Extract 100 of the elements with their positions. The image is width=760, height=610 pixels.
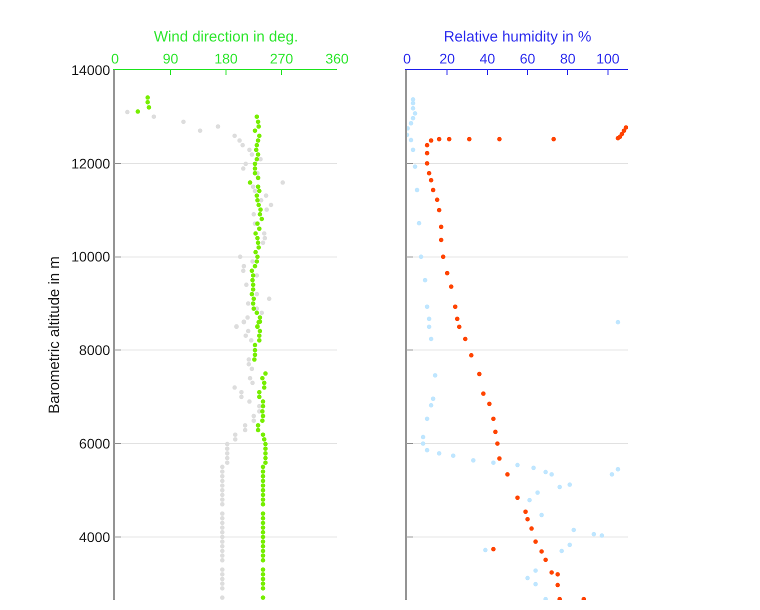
point bbox=[416, 220, 422, 226]
point bbox=[582, 596, 586, 600]
x-tick-label: 60 bbox=[520, 50, 536, 66]
point bbox=[525, 516, 530, 522]
point bbox=[467, 136, 472, 142]
point bbox=[424, 448, 430, 452]
point bbox=[567, 482, 572, 487]
point bbox=[410, 100, 416, 106]
point bbox=[495, 441, 500, 446]
point bbox=[515, 462, 520, 468]
point bbox=[430, 396, 436, 401]
point bbox=[493, 430, 498, 434]
point bbox=[418, 254, 424, 260]
point bbox=[539, 549, 544, 554]
x-tick-label: 80 bbox=[560, 50, 576, 66]
point bbox=[414, 188, 420, 192]
point bbox=[592, 532, 596, 536]
point bbox=[497, 136, 502, 142]
point bbox=[533, 582, 538, 586]
point bbox=[444, 270, 450, 276]
point bbox=[600, 533, 604, 538]
point bbox=[412, 111, 418, 116]
y-tick-label: 4000 bbox=[79, 528, 110, 545]
point bbox=[559, 548, 564, 554]
point bbox=[440, 254, 446, 260]
x-tick-label: 180 bbox=[214, 50, 238, 66]
point bbox=[426, 316, 432, 322]
point bbox=[483, 548, 488, 552]
point bbox=[428, 403, 434, 408]
point bbox=[515, 495, 520, 500]
point bbox=[616, 467, 620, 472]
x-tick-label: 270 bbox=[270, 50, 294, 66]
point bbox=[624, 125, 628, 130]
x-tick-label: 0 bbox=[111, 50, 120, 66]
point bbox=[428, 138, 434, 143]
y-tick-label: 6000 bbox=[79, 435, 110, 452]
x-tick-label: 20 bbox=[439, 50, 456, 66]
point bbox=[543, 470, 548, 474]
point bbox=[420, 434, 426, 440]
point bbox=[408, 120, 414, 126]
point bbox=[424, 150, 430, 156]
point bbox=[456, 324, 462, 330]
point bbox=[549, 472, 554, 477]
point bbox=[410, 106, 416, 111]
point bbox=[491, 416, 496, 422]
point bbox=[448, 284, 454, 289]
point bbox=[430, 188, 436, 192]
y-axis-title: Barometric altitude in m bbox=[46, 256, 64, 414]
point bbox=[436, 451, 442, 456]
point bbox=[557, 484, 562, 490]
point bbox=[531, 466, 536, 470]
point bbox=[408, 138, 414, 142]
point bbox=[505, 472, 510, 477]
point bbox=[622, 128, 626, 133]
y-tick-label: 10000 bbox=[71, 248, 110, 265]
point bbox=[420, 441, 426, 446]
point bbox=[481, 391, 486, 396]
x-axis-title: Relative humidity in % bbox=[444, 28, 592, 46]
point bbox=[436, 136, 442, 142]
point bbox=[533, 539, 538, 544]
point bbox=[410, 148, 416, 152]
x-tick-label: 40 bbox=[480, 50, 496, 66]
y-tick-label: 14000 bbox=[71, 62, 110, 78]
point bbox=[428, 336, 434, 342]
point bbox=[436, 208, 442, 212]
point bbox=[424, 416, 430, 422]
point bbox=[412, 164, 418, 169]
point bbox=[533, 568, 538, 573]
point bbox=[497, 456, 502, 461]
point bbox=[452, 304, 458, 309]
point bbox=[543, 596, 548, 600]
point bbox=[525, 576, 530, 580]
x-tick-label: 90 bbox=[162, 50, 178, 66]
point bbox=[463, 336, 468, 342]
point bbox=[491, 460, 496, 465]
point bbox=[491, 546, 496, 552]
point bbox=[616, 320, 620, 324]
point bbox=[539, 512, 544, 518]
point bbox=[555, 582, 560, 588]
point bbox=[424, 142, 430, 148]
point bbox=[432, 373, 438, 378]
point bbox=[434, 198, 440, 202]
point bbox=[471, 458, 476, 463]
point bbox=[438, 224, 444, 230]
point bbox=[469, 353, 474, 358]
point bbox=[555, 572, 560, 577]
point bbox=[450, 453, 456, 458]
x-tick-label: 0 bbox=[403, 50, 412, 66]
point bbox=[523, 509, 528, 514]
point bbox=[529, 526, 534, 531]
point bbox=[454, 316, 460, 322]
point bbox=[527, 498, 532, 502]
point bbox=[572, 528, 576, 532]
point bbox=[477, 372, 482, 376]
point bbox=[426, 170, 432, 176]
point bbox=[424, 304, 430, 309]
point bbox=[446, 136, 452, 142]
y-tick-label: 12000 bbox=[71, 155, 110, 172]
point bbox=[543, 558, 548, 562]
x-tick-label: 360 bbox=[325, 50, 349, 66]
